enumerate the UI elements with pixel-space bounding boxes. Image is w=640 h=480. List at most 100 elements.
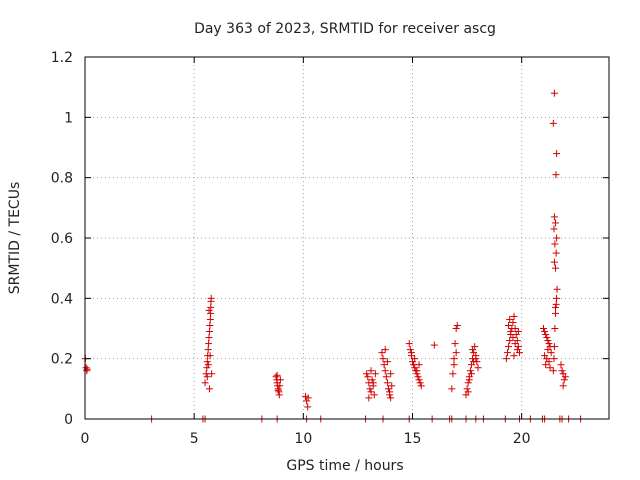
data-point [206, 321, 214, 329]
data-point [550, 213, 558, 221]
data-point [383, 358, 391, 366]
data-point [414, 373, 422, 381]
data-point [542, 331, 550, 339]
data-point [367, 367, 375, 375]
data-point [463, 385, 471, 393]
data-point [503, 349, 511, 357]
data-point [207, 309, 215, 317]
data-point [417, 382, 425, 390]
data-point [549, 367, 557, 375]
data-point [450, 355, 458, 363]
data-point [550, 258, 558, 266]
data-point [543, 334, 551, 342]
data-point [550, 89, 558, 97]
data-point [380, 361, 388, 369]
data-point [464, 388, 472, 396]
data-point [506, 337, 514, 345]
data-point [510, 312, 518, 320]
data-point [451, 340, 459, 348]
x-tick-label: 20 [513, 431, 531, 447]
data-point [544, 337, 552, 345]
data-point [378, 349, 386, 357]
x-tick-label: 10 [294, 431, 312, 447]
data-point [273, 371, 281, 379]
data-point [552, 309, 560, 317]
data-point [552, 171, 560, 179]
data-point [452, 349, 460, 357]
data-point [514, 343, 522, 351]
plot-frame [84, 56, 610, 420]
data-point [505, 343, 513, 351]
y-tick-label: 1 [64, 110, 73, 126]
data-point [415, 361, 423, 369]
data-point [552, 219, 560, 227]
data-point [505, 321, 513, 329]
chart-title: Day 363 of 2023, SRMTID for receiver asc… [194, 21, 496, 37]
data-point [304, 403, 312, 411]
x-tick-labels: 0 5 10 15 20 [81, 431, 531, 447]
data-point [366, 385, 374, 393]
data-point [547, 349, 555, 357]
data-point [204, 346, 212, 354]
data-point [559, 382, 567, 390]
data-point [513, 346, 521, 354]
data-point [550, 355, 558, 363]
y-tick-label: 0.2 [51, 352, 73, 368]
data-point [381, 367, 389, 375]
data-point [204, 361, 212, 369]
data-point [552, 300, 560, 308]
data-point [379, 355, 387, 363]
data-point [509, 334, 517, 342]
data-point [407, 349, 415, 357]
data-point [386, 388, 394, 396]
data-point [406, 346, 414, 354]
data-point [545, 340, 553, 348]
data-point [551, 325, 559, 332]
data-point [206, 352, 214, 360]
data-point [383, 379, 391, 387]
data-point [472, 355, 480, 363]
data-point [276, 382, 284, 390]
data-point [469, 346, 477, 354]
data-point [303, 397, 311, 405]
data-point [275, 391, 283, 399]
data-point [369, 379, 377, 387]
x-tick-label: 5 [190, 431, 199, 447]
data-point [557, 361, 565, 369]
y-axis-label: SRMTID / TECUs [7, 182, 23, 295]
data-point [207, 303, 215, 311]
data-point [450, 361, 458, 369]
data-point [416, 379, 424, 387]
data-point [207, 294, 215, 302]
data-point [384, 385, 392, 393]
data-points [81, 89, 585, 423]
data-point [464, 379, 472, 387]
data-point [205, 340, 213, 348]
data-point [561, 373, 569, 381]
data-point [452, 325, 460, 332]
data-point [467, 370, 475, 378]
data-point [370, 391, 378, 399]
data-point [203, 358, 211, 366]
y-tick-label: 0 [64, 412, 73, 428]
data-point [550, 225, 558, 233]
data-point [272, 373, 280, 381]
data-point [449, 370, 457, 378]
data-point [511, 325, 519, 332]
data-point [507, 328, 515, 336]
data-point [205, 334, 213, 342]
data-point [205, 385, 213, 393]
data-point [201, 379, 209, 387]
data-point [541, 328, 549, 336]
data-point [368, 376, 376, 384]
data-point [511, 340, 519, 348]
data-point [405, 340, 413, 348]
data-point [206, 315, 214, 323]
data-point [474, 364, 482, 372]
data-point [550, 343, 558, 351]
data-point [549, 119, 557, 127]
data-point [203, 364, 211, 372]
y-tick-label: 0.6 [51, 231, 73, 247]
data-point [546, 364, 554, 372]
